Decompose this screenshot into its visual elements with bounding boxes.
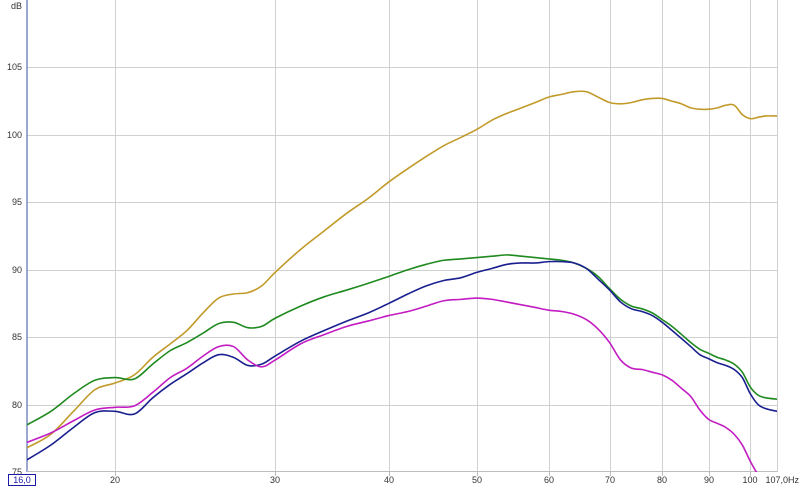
y-tick-label: 95	[12, 197, 22, 207]
x-start-label-box	[8, 474, 36, 486]
x-tick-label: 40	[384, 475, 394, 485]
y-tick-label: 85	[12, 332, 22, 342]
axes	[26, 0, 777, 472]
x-end-label: 107,0Hz	[765, 475, 799, 485]
series-line-1	[27, 90, 777, 449]
tick-labels: 75 80 85 90 95 100 105 dB 20 30 40 50 60 70 80 90 100 16,…	[7, 1, 799, 486]
y-tick-label: 80	[12, 400, 22, 410]
x-tick-label: 20	[110, 475, 120, 485]
x-tick-label: 70	[605, 475, 615, 485]
series-group	[27, 90, 777, 472]
y-tick-label: 90	[12, 265, 22, 275]
x-tick-label: 100	[742, 475, 757, 485]
x-tick-label: 90	[704, 475, 714, 485]
series-line-3	[27, 260, 777, 461]
x-tick-label: 80	[657, 475, 667, 485]
y-tick-label: 100	[7, 130, 22, 140]
x-tick-label: 50	[472, 475, 482, 485]
y-tick-label: 75	[12, 467, 22, 477]
series-line-4	[27, 297, 758, 472]
x-tick-label: 60	[544, 475, 554, 485]
series-line-2	[27, 254, 777, 426]
y-unit-label: dB	[11, 1, 22, 11]
x-start-label: 16,0	[13, 475, 31, 485]
y-tick-label: 105	[7, 62, 22, 72]
x-tick-label: 30	[270, 475, 280, 485]
